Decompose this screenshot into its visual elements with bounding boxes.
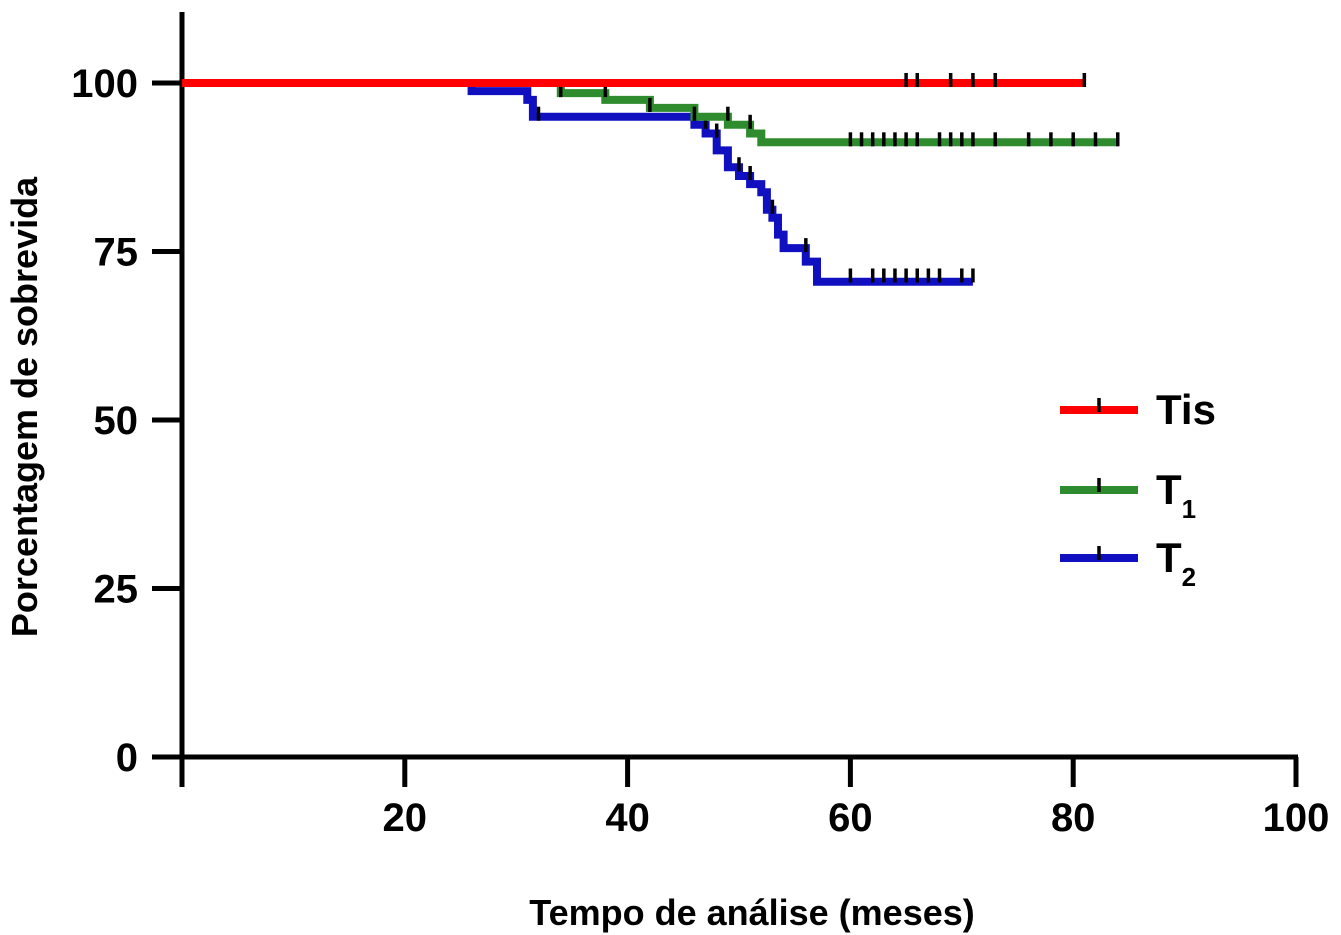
- x-tick-label: 20: [383, 796, 428, 840]
- series-t2: [182, 79, 975, 286]
- legend-item-t1: T1: [1060, 466, 1196, 524]
- x-tick-label: 80: [1051, 796, 1096, 840]
- series-line-t1: [182, 79, 1118, 147]
- legend-label: Tis: [1156, 386, 1216, 433]
- axes: 20 40 60 80 100 0 25 50 75 100: [71, 12, 1329, 840]
- y-tick-label: 0: [116, 736, 138, 780]
- series-line-t2: [182, 79, 973, 286]
- y-tick-label: 25: [94, 568, 139, 612]
- y-axis-title: Porcentagem de sobrevida: [4, 176, 45, 637]
- series-layer: [182, 73, 1120, 286]
- legend-item-t2: T2: [1060, 534, 1196, 592]
- x-axis-title: Tempo de análise (meses): [529, 892, 975, 933]
- legend: Tis T1 T2: [1060, 386, 1216, 592]
- legend-label: T2: [1156, 534, 1196, 592]
- x-tick-label: 60: [828, 796, 873, 840]
- legend-label: T1: [1156, 466, 1196, 524]
- y-tick-label: 50: [94, 399, 139, 443]
- x-tick-label: 100: [1263, 796, 1330, 840]
- y-tick-label: 75: [94, 231, 139, 275]
- series-tis: [182, 73, 1087, 87]
- x-tick-label: 40: [605, 796, 650, 840]
- y-tick-label: 100: [71, 62, 138, 106]
- legend-item-tis: Tis: [1060, 386, 1216, 433]
- series-t1: [182, 79, 1120, 147]
